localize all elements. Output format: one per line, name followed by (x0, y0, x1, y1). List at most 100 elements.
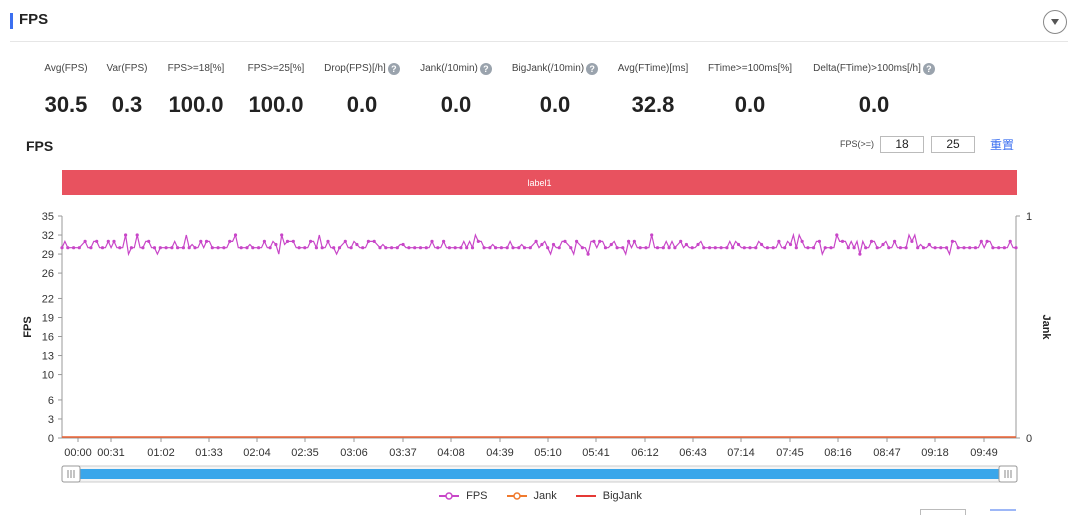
help-icon[interactable]: ? (479, 63, 492, 75)
fps-point (476, 239, 480, 243)
fps-point (829, 246, 833, 250)
stat-label: Var(FPS) (106, 63, 148, 74)
fps-point (979, 239, 983, 243)
fps-point (384, 246, 388, 250)
fps-point (627, 239, 631, 243)
fps-point (326, 239, 330, 243)
fps-point (222, 246, 226, 250)
reset-link[interactable]: 重置 (990, 137, 1015, 152)
fps-point (60, 246, 64, 250)
y-tick-label: 13 (42, 351, 54, 363)
help-icon[interactable]: ? (922, 63, 935, 75)
stat-block: Avg(FPS) 30.5 (0, 62, 136, 118)
fps-point (176, 246, 180, 250)
fps-point (898, 246, 903, 250)
legend-swatch-icon (575, 495, 596, 497)
fps-point (303, 246, 307, 250)
fps-point (401, 242, 405, 247)
stat-block: Avg(FTime)[ms] 32.8 (583, 62, 723, 118)
header-divider (10, 41, 1068, 42)
y-tick-label: 6 (48, 395, 54, 407)
fps-point (991, 246, 995, 250)
fps-point (187, 246, 191, 250)
fps-point (621, 246, 625, 250)
stat-value: 0.0 (734, 92, 766, 117)
fps-point (378, 246, 382, 250)
fps-filter-label: FPS(>=) (840, 139, 875, 149)
fps-point (731, 246, 735, 250)
fps-point (557, 246, 561, 250)
fps-point (887, 246, 891, 250)
fps-point (858, 252, 862, 256)
fps-point (823, 246, 827, 250)
label-band[interactable]: label1 (62, 170, 1017, 195)
y-tick-label: 3 (48, 414, 54, 426)
x-tick-label: 04:08 (437, 447, 465, 459)
fps-point (366, 239, 370, 243)
stat-label: BigJank(/10min) (511, 63, 585, 74)
fps-threshold-1-input[interactable] (880, 135, 925, 153)
fps-point (204, 239, 209, 243)
stat-block: Jank(/10min)? 0.0 (386, 62, 526, 118)
fps-point (343, 239, 347, 243)
y2-tick-label: 0 (1026, 433, 1032, 445)
fps-point (852, 246, 856, 250)
fps-point (291, 239, 295, 243)
fps-point (893, 239, 897, 243)
stat-block: FPS>=25[%] 100.0 (206, 62, 346, 118)
stat-value: 0.3 (111, 92, 143, 117)
fps-threshold-2-input[interactable] (931, 135, 976, 153)
y-tick-label: 29 (42, 249, 54, 261)
fps-point (800, 239, 804, 243)
collapse-button[interactable] (1043, 10, 1067, 34)
fps-point (494, 246, 498, 250)
x-tick-label: 09:49 (970, 447, 998, 459)
fps-point (505, 246, 509, 250)
legend-item[interactable]: FPS (438, 490, 488, 502)
fps-point (528, 246, 532, 250)
fps-point (447, 246, 451, 250)
fps-point (968, 246, 972, 250)
title-accent-bar (10, 13, 13, 29)
stat-label-row: FPS>=18[%] (126, 62, 266, 76)
fps-point (395, 246, 399, 250)
fps-point (320, 246, 324, 250)
fps-point (956, 246, 960, 250)
y-tick-label: 10 (42, 370, 54, 382)
fps-point (632, 239, 637, 243)
x-tick-label: 07:14 (727, 447, 755, 459)
fps-point (840, 239, 845, 243)
fps-point (661, 246, 665, 250)
fps-point (141, 246, 145, 250)
fps-point (765, 246, 770, 250)
fps-point (517, 246, 521, 250)
fps-point (129, 246, 133, 250)
fps-point (106, 239, 110, 243)
fps-point (806, 246, 810, 250)
fps-point (1014, 246, 1018, 250)
legend-item[interactable]: BigJank (575, 490, 642, 502)
stat-label: FTime>=100ms[%] (707, 63, 793, 74)
fps-point (997, 246, 1001, 250)
fps-point (927, 242, 931, 247)
x-tick-label: 03:06 (340, 447, 368, 459)
stat-value: 0.0 (539, 92, 571, 117)
fps-point (181, 246, 185, 250)
fps-point (262, 239, 266, 243)
x-tick-label: 06:43 (679, 447, 707, 459)
fps-point (586, 252, 590, 256)
fps-point (916, 246, 920, 250)
fps-point (100, 246, 105, 250)
fps-point (655, 246, 660, 250)
x-tick-label: 05:10 (534, 447, 562, 459)
help-icon[interactable]: ? (387, 63, 400, 75)
fps-point (245, 246, 249, 250)
fps-point (846, 246, 850, 250)
legend-item[interactable]: Jank (506, 490, 557, 502)
fps-point (470, 246, 475, 250)
fps-point (609, 242, 613, 247)
fps-point (864, 246, 868, 250)
help-icon[interactable]: ? (586, 63, 599, 75)
legend-swatch-icon (439, 492, 460, 500)
stat-block: Drop(FPS)[/h]? 0.0 (292, 62, 432, 118)
